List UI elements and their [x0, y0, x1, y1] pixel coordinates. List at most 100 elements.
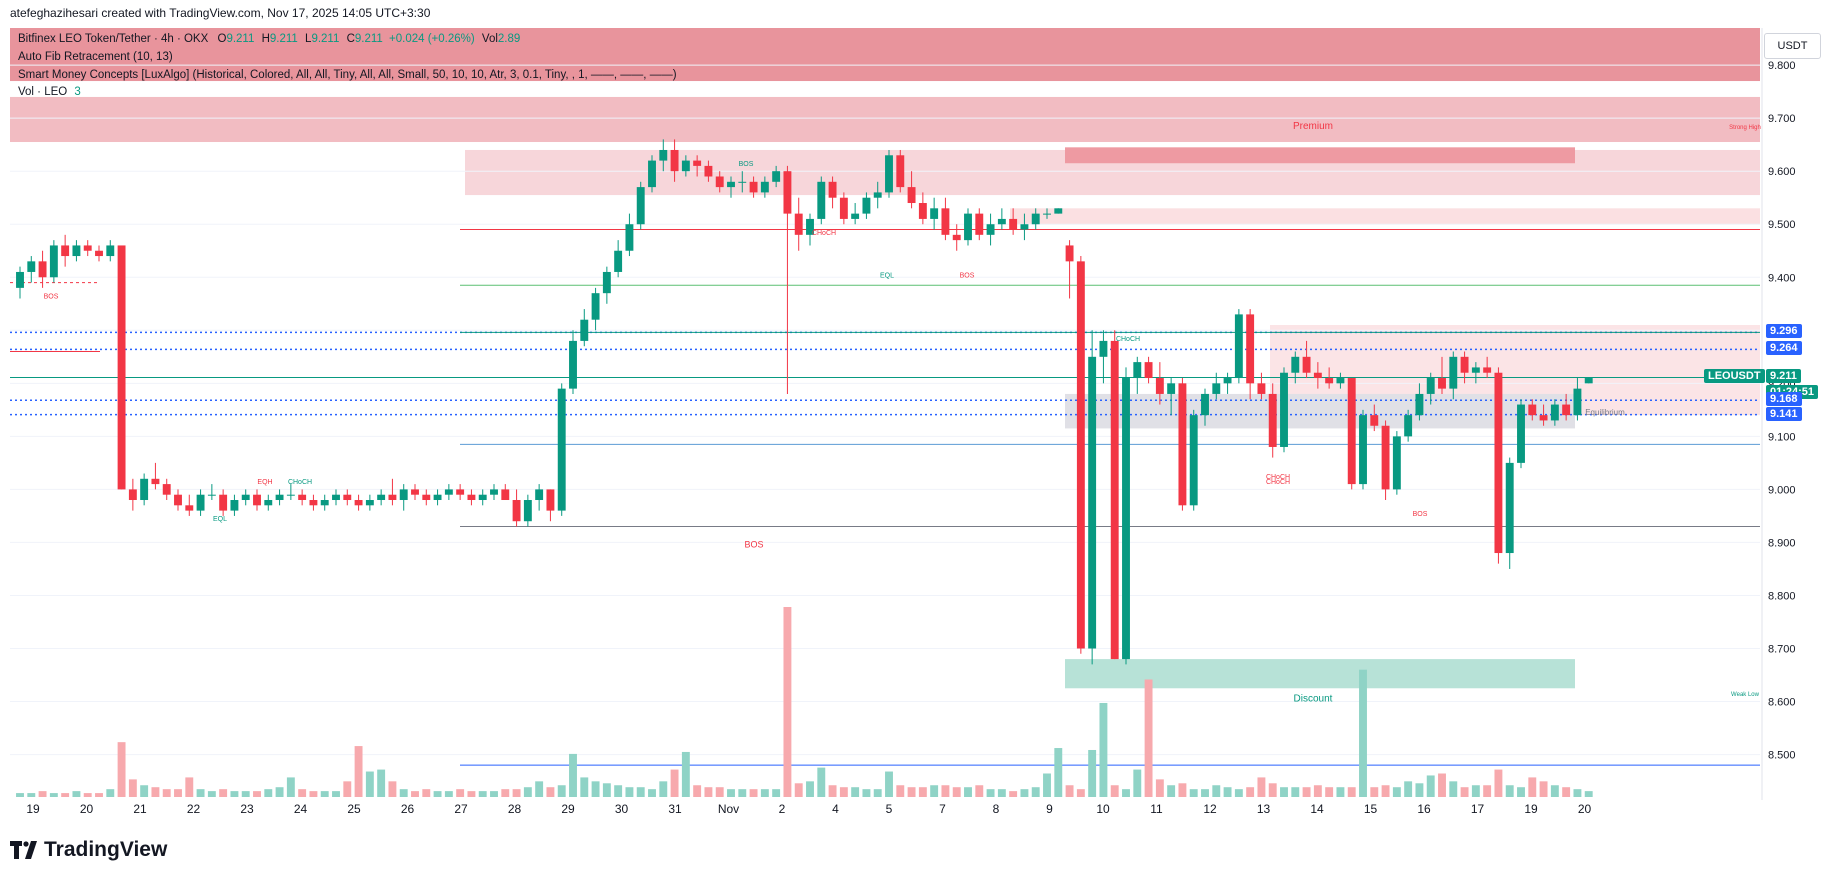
- volume-bar: [185, 777, 194, 797]
- candle: [1539, 404, 1548, 426]
- volume-bar: [433, 791, 442, 797]
- price-tag: 9.141: [1766, 406, 1802, 421]
- candle-body: [128, 489, 137, 501]
- candle: [1302, 340, 1311, 379]
- candle-body: [681, 160, 690, 172]
- volume-bar: [388, 781, 397, 797]
- candle: [219, 489, 228, 516]
- x-tick-label: 21: [133, 802, 147, 816]
- candle: [1449, 351, 1458, 400]
- candle: [614, 240, 623, 278]
- candle-body: [862, 197, 871, 214]
- candle-body: [320, 500, 329, 506]
- zone-supply: [1065, 147, 1575, 164]
- candle-body: [1031, 213, 1040, 225]
- legend-volume[interactable]: Vol · LEO: [18, 86, 68, 98]
- volume-bar: [659, 781, 668, 797]
- x-tick-label: 20: [80, 802, 94, 816]
- candle: [1110, 330, 1119, 660]
- candle-body: [444, 489, 453, 495]
- candle-body: [749, 181, 758, 193]
- legend-vol: 2.89: [497, 33, 521, 45]
- candle-body: [196, 494, 205, 511]
- legend-symbol-row[interactable]: Bitfinex LEO Token/Tether · 4h · OKX O9.…: [18, 33, 520, 45]
- candle-body: [625, 224, 634, 251]
- candle-body: [354, 500, 363, 506]
- candle: [738, 171, 747, 193]
- candle: [772, 165, 781, 188]
- label-bos: BOS: [44, 293, 59, 300]
- volume-bar: [828, 785, 837, 797]
- candle-body: [636, 187, 645, 225]
- volume-bar: [95, 793, 103, 797]
- volume-bar: [241, 791, 250, 797]
- candle-body: [399, 489, 408, 501]
- candle: [1528, 399, 1537, 421]
- candle: [1404, 409, 1413, 442]
- volume-bar: [760, 789, 769, 797]
- candle-body: [219, 494, 228, 511]
- candle: [1065, 240, 1074, 299]
- candle-body: [1110, 340, 1119, 660]
- candle: [1133, 356, 1142, 394]
- volume-bar: [298, 789, 307, 797]
- candle: [806, 213, 814, 246]
- legend-volume-row[interactable]: Vol · LEO 3: [18, 86, 81, 98]
- volume-bar: [1144, 679, 1153, 797]
- candle: [162, 478, 171, 501]
- currency-selector[interactable]: USDT: [1764, 33, 1821, 59]
- candle: [1189, 409, 1198, 511]
- x-tick-label: 5: [886, 802, 893, 816]
- volume-bar: [535, 781, 544, 797]
- candle: [1517, 399, 1525, 469]
- volume-bar: [727, 789, 735, 797]
- candle: [1009, 208, 1018, 235]
- candle-body: [1144, 362, 1153, 379]
- x-tick-label: 30: [615, 802, 629, 816]
- candle: [1257, 372, 1266, 400]
- candle-body: [1009, 218, 1018, 230]
- volume-bar: [1370, 787, 1379, 797]
- volume-bar: [456, 789, 465, 797]
- volume-bar: [1550, 785, 1559, 797]
- legend-smc[interactable]: Smart Money Concepts [LuxAlgo] (Historic…: [18, 69, 677, 81]
- legend-symbol[interactable]: Bitfinex LEO Token/Tether · 4h · OKX: [18, 33, 209, 45]
- y-tick-label: 9.100: [1768, 431, 1796, 443]
- tradingview-logo[interactable]: TradingView: [10, 838, 167, 862]
- candle-body: [1347, 378, 1356, 485]
- candle-body: [1449, 356, 1458, 389]
- volume-bar: [546, 787, 555, 797]
- volume-bar: [275, 787, 284, 797]
- candle: [1426, 372, 1435, 405]
- candle-body: [1573, 388, 1582, 416]
- volume-bar: [264, 789, 273, 797]
- candle-body: [1076, 261, 1085, 649]
- candle-body: [557, 388, 566, 511]
- candle: [1144, 356, 1153, 384]
- candle-body: [839, 197, 848, 219]
- candle-body: [986, 224, 995, 235]
- candle: [727, 176, 735, 198]
- legend-fib[interactable]: Auto Fib Retracement (10, 13): [18, 51, 173, 63]
- volume-bar: [422, 789, 431, 797]
- candle: [16, 266, 24, 299]
- candle-body: [806, 218, 814, 235]
- volume-bar: [1415, 783, 1424, 797]
- candle-body: [253, 494, 261, 506]
- candle-body: [952, 234, 961, 241]
- volume-bar: [1494, 769, 1503, 797]
- candle-body: [1246, 314, 1255, 384]
- candle-body: [411, 489, 419, 495]
- candle: [523, 494, 532, 527]
- candle: [1460, 351, 1469, 384]
- x-tick-label: 13: [1257, 802, 1271, 816]
- candle-body: [1291, 356, 1300, 373]
- price-tag: 9.296: [1766, 324, 1802, 339]
- volume-bar: [1584, 791, 1593, 797]
- candle: [264, 494, 273, 511]
- price-tag: 9.168: [1766, 392, 1802, 407]
- volume-bar: [1483, 785, 1492, 797]
- volume-bar: [862, 789, 871, 797]
- label-eqh: EQH: [257, 479, 272, 486]
